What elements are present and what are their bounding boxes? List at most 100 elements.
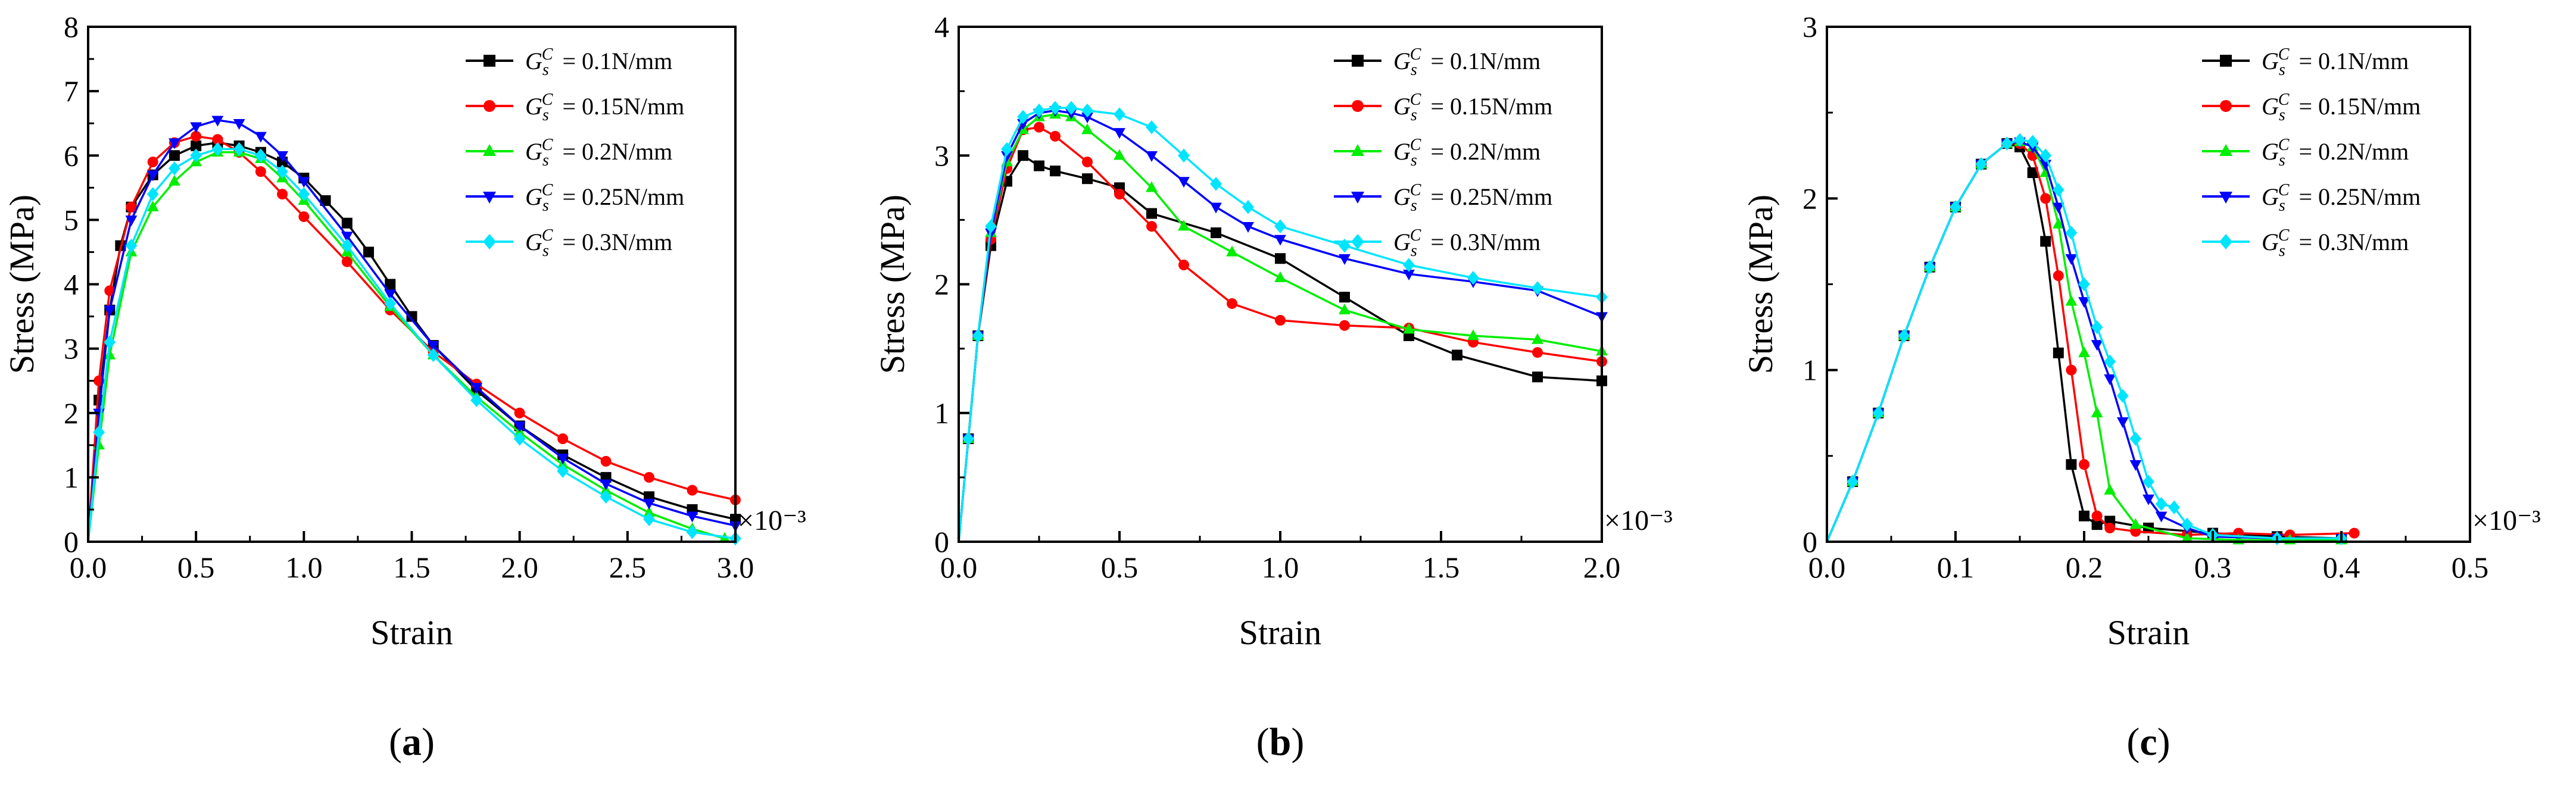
data-point xyxy=(1532,371,1543,383)
x-tick-label: 1.0 xyxy=(1262,551,1299,584)
legend: GsC = 0.1N/mm GsC = 0.15N/mm GsC = 0.2N/mm… xyxy=(466,45,684,260)
data-point xyxy=(169,138,180,149)
data-point xyxy=(2104,374,2116,385)
data-point xyxy=(93,425,105,439)
data-point xyxy=(513,432,526,446)
data-point xyxy=(1065,101,1077,115)
x-tick-label: 0.4 xyxy=(2323,551,2360,584)
data-point xyxy=(146,170,159,182)
data-point xyxy=(2181,517,2193,532)
data-point xyxy=(1532,347,1543,358)
data-point xyxy=(1146,120,1158,135)
y-axis-title: Stress (MPa) xyxy=(2,195,41,374)
data-point xyxy=(276,151,288,163)
data-point xyxy=(146,200,159,211)
data-point xyxy=(254,132,267,143)
y-tick-label: 0 xyxy=(64,525,79,558)
legend-entry: GsC = 0.25N/mm xyxy=(2262,181,2421,215)
data-point xyxy=(2142,494,2154,505)
data-point xyxy=(2027,167,2038,179)
data-point xyxy=(2039,148,2052,163)
data-point xyxy=(2091,519,2103,530)
data-point xyxy=(1898,329,1910,343)
data-point xyxy=(1275,315,1286,326)
data-point xyxy=(2349,527,2360,539)
data-point xyxy=(2014,133,2026,147)
data-point xyxy=(169,174,180,186)
data-point xyxy=(1114,149,1125,160)
data-point xyxy=(190,148,202,163)
data-point xyxy=(1923,260,1936,274)
data-point xyxy=(104,335,116,349)
y-tick-label: 2 xyxy=(1802,182,1817,215)
data-point xyxy=(1210,177,1222,191)
data-point xyxy=(2091,510,2103,521)
x-tick-label: 1.5 xyxy=(393,551,431,584)
legend-marker xyxy=(483,144,496,156)
legend-entry: GsC = 0.3N/mm xyxy=(525,226,672,260)
data-point xyxy=(169,150,180,161)
data-point xyxy=(557,454,569,465)
data-point xyxy=(686,525,698,539)
legend-marker xyxy=(1351,192,1364,204)
data-point xyxy=(2129,432,2142,446)
data-point xyxy=(2053,347,2064,358)
series-line-2 xyxy=(958,113,1602,542)
data-point xyxy=(2104,483,2116,495)
legend: GsC = 0.1N/mm GsC = 0.15N/mm GsC = 0.2N/mm… xyxy=(2202,45,2421,260)
legend-entry: GsC = 0.15N/mm xyxy=(2262,90,2421,124)
data-point xyxy=(341,232,353,243)
y-tick-label: 3 xyxy=(1802,10,1817,43)
data-point xyxy=(2181,532,2193,543)
data-point xyxy=(1339,254,1351,266)
data-point xyxy=(2078,277,2090,292)
data-point xyxy=(1275,253,1286,264)
y-tick-label: 3 xyxy=(934,139,949,172)
y-tick-label: 3 xyxy=(64,332,79,366)
x-tick-label: 2.5 xyxy=(609,551,647,584)
data-point xyxy=(1017,110,1029,124)
y-tick-label: 0 xyxy=(1802,525,1817,558)
series-line-4 xyxy=(87,148,736,542)
legend: GsC = 0.1N/mm GsC = 0.15N/mm GsC = 0.2N/mm… xyxy=(1334,45,1552,260)
data-point xyxy=(147,157,158,168)
data-point xyxy=(2104,522,2116,533)
data-point xyxy=(600,489,612,504)
data-point xyxy=(2104,354,2116,368)
data-point xyxy=(298,187,310,201)
data-point xyxy=(1146,151,1158,163)
data-point xyxy=(600,479,612,491)
legend-entry: GsC = 0.3N/mm xyxy=(2262,226,2409,260)
data-point xyxy=(2052,202,2064,214)
data-point xyxy=(2116,389,2129,403)
legend-marker xyxy=(2219,234,2232,249)
chart-panel-c: 0.0 0.1 0.2 0.3 0.4 0.5 0 1 2 3 ×10⁻³ Strain Stress … xyxy=(1741,10,2541,764)
data-point xyxy=(2091,406,2103,417)
legend-marker xyxy=(483,192,496,204)
x-tick-label: 1.0 xyxy=(285,551,323,584)
y-tick-label: 2 xyxy=(64,396,79,430)
legend-marker xyxy=(484,55,495,67)
data-point xyxy=(2052,217,2064,229)
data-point xyxy=(190,122,202,133)
legend-marker xyxy=(1352,100,1364,112)
data-point xyxy=(1114,128,1125,139)
legend-marker xyxy=(2219,192,2232,204)
legend-entry: GsC = 0.15N/mm xyxy=(1393,90,1552,124)
data-point xyxy=(557,433,569,444)
y-tick-label: 2 xyxy=(934,268,949,301)
data-point xyxy=(2079,510,2090,521)
data-point xyxy=(557,464,569,478)
data-point xyxy=(2116,417,2129,428)
x-multiplier-label: ×10⁻³ xyxy=(738,505,806,536)
x-multiplier-label: ×10⁻³ xyxy=(1604,505,1673,536)
data-point xyxy=(125,238,138,253)
data-point xyxy=(1146,208,1157,219)
data-point xyxy=(1242,200,1254,214)
x-multiplier-label: ×10⁻³ xyxy=(2472,505,2541,536)
data-point xyxy=(1403,323,1415,334)
data-point xyxy=(1146,181,1158,192)
y-tick-label: 4 xyxy=(934,10,949,43)
legend-entry: GsC = 0.25N/mm xyxy=(1393,181,1552,215)
data-point xyxy=(191,140,202,152)
